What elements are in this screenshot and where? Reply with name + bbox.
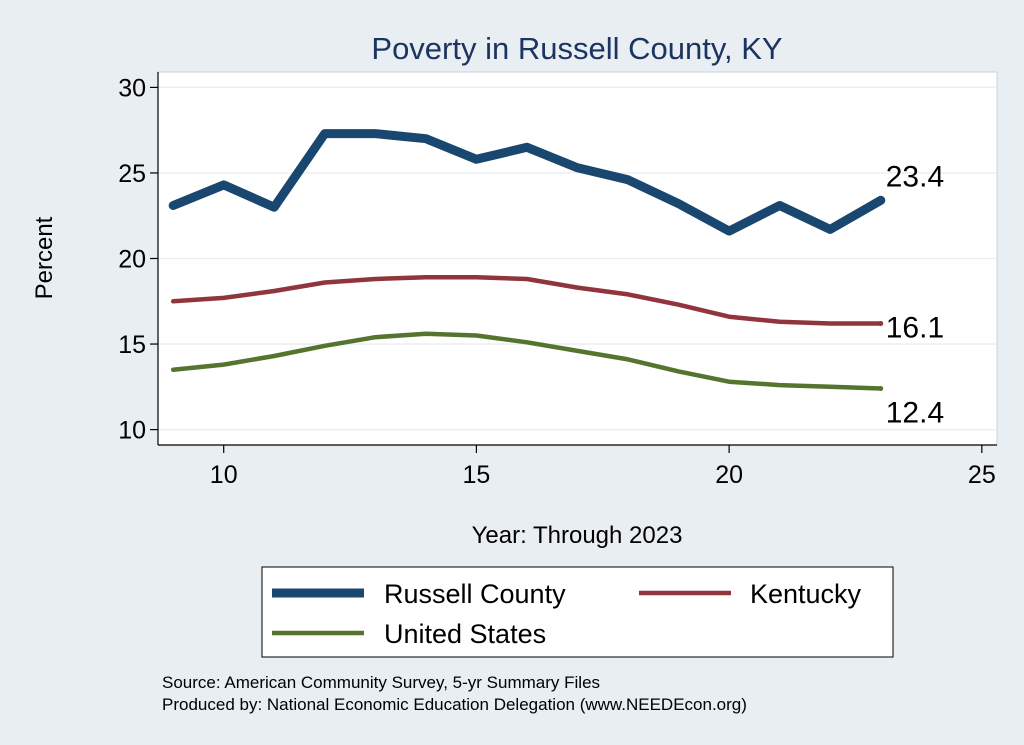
series-end-point-russell-county bbox=[878, 197, 884, 203]
legend: Russell County Kentucky United States bbox=[272, 579, 862, 649]
series-line-united-states bbox=[170, 331, 884, 391]
y-tick-label: 15 bbox=[118, 331, 146, 359]
y-tick-label: 25 bbox=[118, 160, 146, 188]
x-tick-label: 15 bbox=[463, 461, 491, 489]
series-line-russell-county bbox=[168, 129, 886, 236]
y-tick-label: 30 bbox=[118, 74, 146, 102]
legend-label-russell-county: Russell County bbox=[384, 579, 566, 609]
producer-note: Produced by: National Economic Education… bbox=[162, 695, 747, 714]
x-tick-label: 25 bbox=[968, 461, 996, 489]
x-axis-title: Year: Through 2023 bbox=[472, 522, 683, 549]
end-label-kentucky: 16.1 bbox=[886, 312, 944, 345]
y-axis-ticks: 10 15 20 25 30 bbox=[118, 74, 158, 445]
end-label-russell-county: 23.4 bbox=[886, 160, 944, 193]
series-lines bbox=[168, 129, 886, 392]
y-axis-title: Percent bbox=[31, 216, 58, 299]
end-label-united-states: 12.4 bbox=[886, 397, 944, 430]
series-end-point-kentucky bbox=[878, 321, 884, 327]
legend-label-kentucky: Kentucky bbox=[750, 579, 862, 609]
series-end-labels: 23.4 16.1 12.4 bbox=[886, 160, 944, 429]
legend-box bbox=[261, 566, 894, 658]
series-end-point-united-states bbox=[878, 386, 884, 392]
x-axis-ticks: 10 15 20 25 bbox=[210, 445, 996, 489]
y-tick-label: 20 bbox=[118, 246, 146, 274]
grid-lines bbox=[158, 86, 997, 431]
source-note: Source: American Community Survey, 5-yr … bbox=[162, 673, 600, 692]
x-tick-label: 20 bbox=[715, 461, 743, 489]
y-tick-label: 10 bbox=[118, 417, 146, 445]
x-tick-label: 10 bbox=[210, 461, 238, 489]
legend-label-united-states: United States bbox=[384, 619, 546, 649]
chart-title: Poverty in Russell County, KY bbox=[371, 31, 782, 66]
series-line-kentucky bbox=[170, 275, 884, 326]
